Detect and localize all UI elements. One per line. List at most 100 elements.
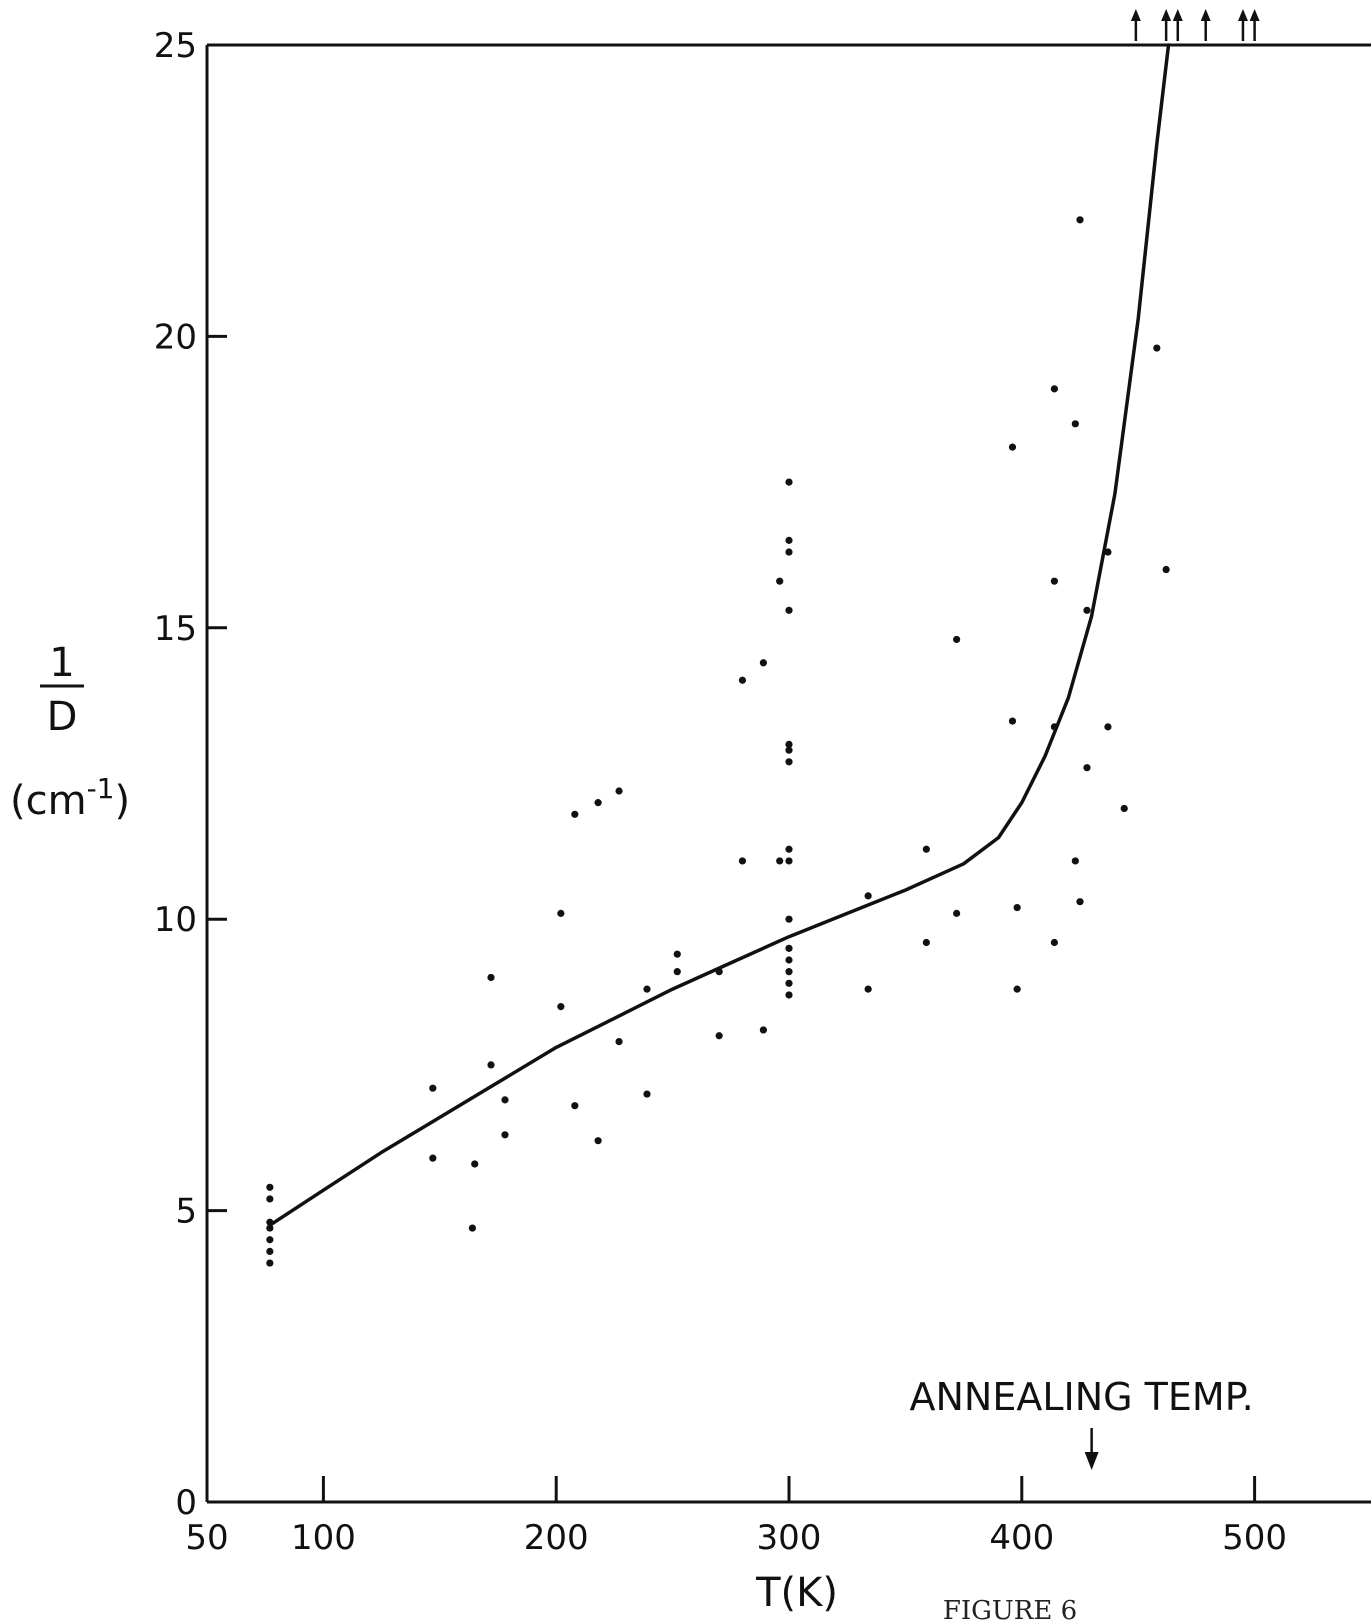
data-point [785, 956, 793, 964]
data-point [1013, 985, 1021, 993]
data-point [864, 892, 872, 900]
data-point [785, 758, 793, 766]
y-tick-label: 0 [175, 1483, 197, 1523]
data-point [953, 909, 961, 917]
annealing-label: ANNEALING TEMP. [910, 1375, 1254, 1419]
data-point [1076, 898, 1084, 906]
data-point [759, 659, 767, 667]
x-tick-label: 300 [757, 1518, 822, 1558]
y-tick-label: 20 [154, 317, 197, 357]
y-tick-label: 15 [154, 609, 197, 649]
data-point [785, 915, 793, 923]
x-tick-label: 400 [989, 1518, 1054, 1558]
data-point [429, 1084, 437, 1092]
data-point [922, 938, 930, 947]
data-point [266, 1247, 274, 1255]
offscale-arrow [1200, 9, 1211, 41]
y-axis-label: 1 D (cm-1) [10, 640, 130, 824]
data-point [738, 676, 747, 684]
x-tick-label: 200 [524, 1518, 589, 1558]
figure-caption: FIGURE 6 [943, 1596, 1077, 1621]
data-point [594, 1137, 602, 1145]
data-point [615, 787, 623, 795]
data-point [864, 985, 872, 993]
y-label-numerator: 1 [49, 640, 74, 686]
data-point [487, 973, 495, 982]
data-point [785, 740, 793, 748]
annealing-arrow-head [1084, 1452, 1099, 1470]
y-tick-label: 10 [154, 900, 197, 940]
data-point [785, 478, 793, 486]
data-point [1050, 577, 1058, 585]
data-point [1104, 723, 1112, 731]
offscale-arrow-head [1161, 9, 1172, 21]
fit-curve [268, 43, 1171, 1227]
data-point [1071, 857, 1079, 865]
data-point [785, 968, 793, 976]
data-point [785, 944, 793, 952]
data-point [785, 845, 793, 853]
data-point [266, 1195, 274, 1203]
data-point [471, 1160, 479, 1168]
offscale-arrow-head [1249, 9, 1260, 21]
data-point [557, 1003, 565, 1011]
offscale-arrow-head [1130, 9, 1141, 21]
y-label-unit: (cm-1) [10, 772, 130, 824]
data-point [266, 1236, 274, 1244]
data-point [643, 985, 651, 993]
data-point [557, 909, 565, 917]
data-point [643, 1090, 651, 1098]
offscale-arrow-head [1200, 9, 1211, 21]
annealing-annotation: ANNEALING TEMP. [910, 1375, 1254, 1470]
y-label-unit-close: ) [114, 778, 130, 824]
offscale-arrows [1130, 9, 1260, 41]
y-label-unit-base: (cm [10, 778, 87, 824]
data-point [785, 536, 793, 544]
offscale-arrow-head [1237, 9, 1248, 21]
data-point [785, 606, 793, 614]
data-point [266, 1259, 274, 1267]
axes [205, 43, 1371, 1504]
y-tick-label: 5 [175, 1192, 197, 1232]
data-point [266, 1183, 274, 1191]
data-point [487, 1061, 495, 1069]
data-point [785, 548, 793, 556]
offscale-arrow [1172, 9, 1183, 41]
data-point [1120, 804, 1128, 813]
data-point [1162, 565, 1170, 574]
offscale-arrow [1249, 9, 1260, 41]
data-point [759, 1026, 767, 1034]
data-point [1083, 764, 1091, 772]
data-point [1050, 385, 1058, 393]
data-point [429, 1154, 437, 1162]
data-point [594, 799, 602, 807]
data-point [1008, 717, 1017, 725]
y-label-denominator: D [47, 694, 78, 740]
offscale-arrow [1237, 9, 1248, 41]
data-point [501, 1096, 509, 1104]
y-tick-label: 25 [154, 26, 197, 66]
ticks: 50 100 200 300 400 500 0 5 10 15 20 25 [154, 26, 1287, 1558]
data-point [571, 810, 579, 818]
data-point [715, 1032, 723, 1040]
x-axis-label: T(K) [755, 1570, 838, 1616]
data-point [738, 857, 747, 865]
offscale-arrow [1130, 9, 1141, 41]
data-point [785, 979, 793, 987]
data-point [673, 968, 681, 976]
offscale-arrow-head [1172, 9, 1183, 21]
data-point [1076, 216, 1084, 224]
offscale-arrow [1161, 9, 1172, 41]
data-point [266, 1224, 274, 1232]
data-point [1050, 938, 1058, 947]
data-point [1153, 344, 1161, 352]
x-tick-label: 100 [291, 1518, 356, 1558]
data-point [571, 1102, 579, 1110]
x-tick-label: 50 [185, 1518, 228, 1558]
data-point [468, 1224, 476, 1232]
data-point [501, 1131, 509, 1139]
data-point [922, 845, 930, 853]
data-points [266, 216, 1170, 1267]
data-point [1104, 548, 1112, 556]
